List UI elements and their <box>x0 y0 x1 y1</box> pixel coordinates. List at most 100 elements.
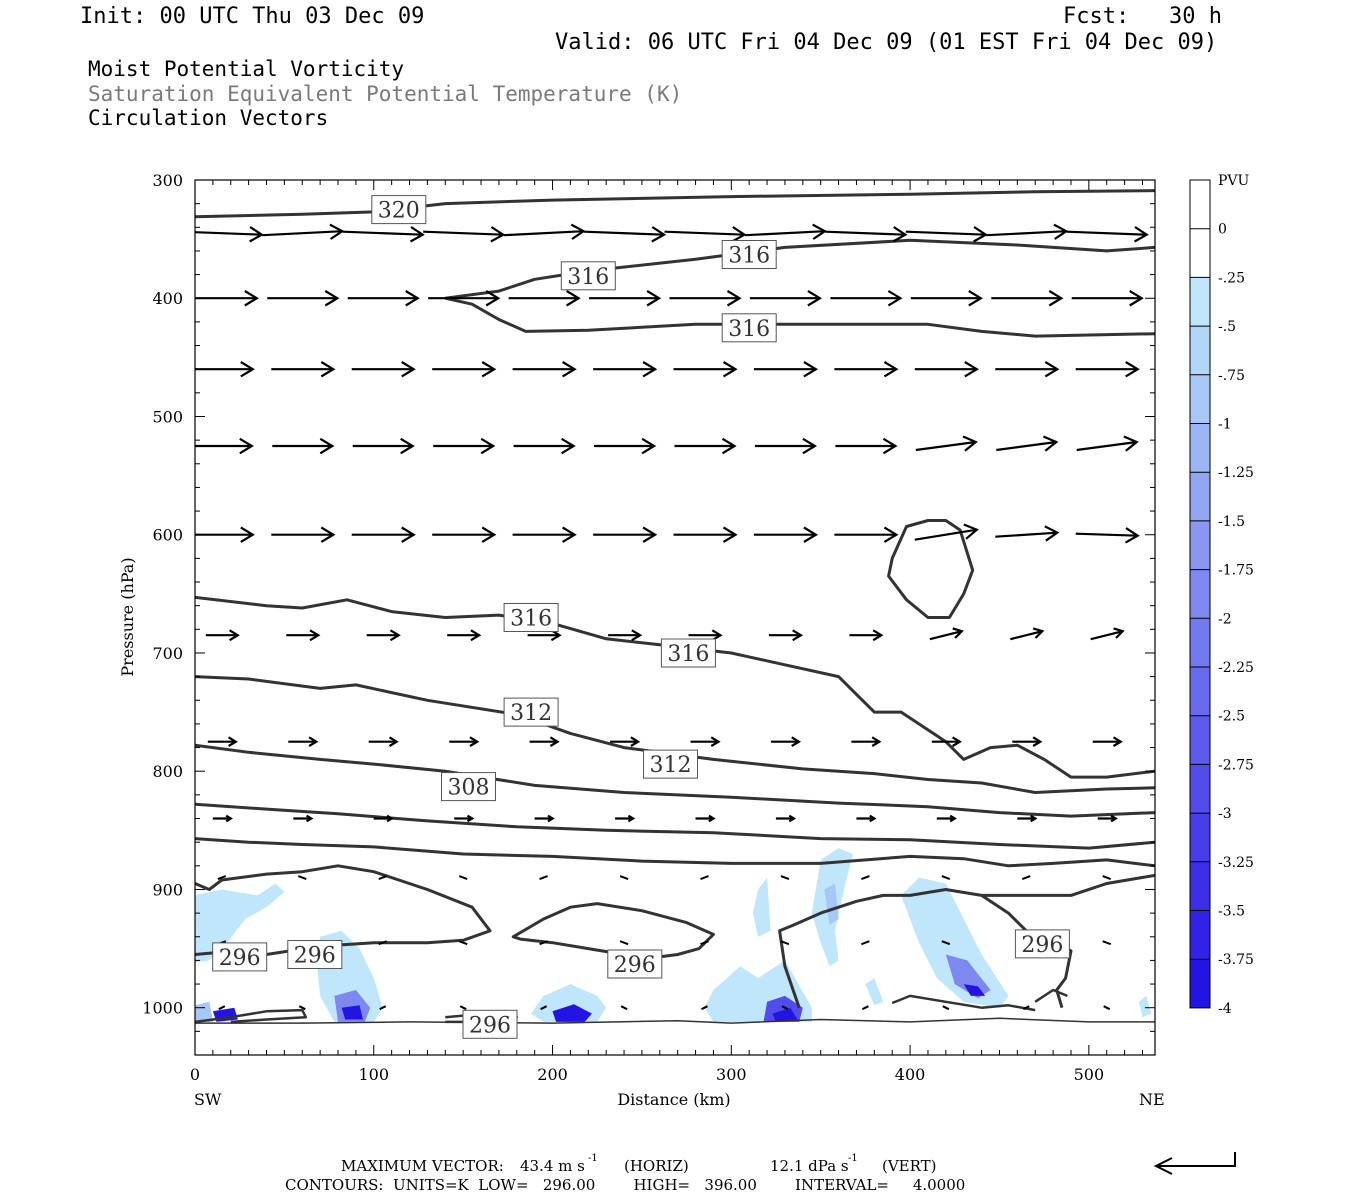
pv-blob <box>945 954 991 999</box>
vector-arrow <box>217 875 227 881</box>
vector-head <box>469 736 480 747</box>
vector-arrow <box>513 437 576 455</box>
vector-head <box>566 290 581 307</box>
vector-head <box>547 814 555 823</box>
contour-label-text: 316 <box>510 607 552 632</box>
vector-head <box>1123 435 1139 452</box>
vector-arrow <box>593 361 658 378</box>
vector-head <box>470 629 482 642</box>
vector-arrow <box>861 1005 869 1011</box>
field-title-vectors: Circulation Vectors <box>88 106 329 130</box>
vector-shaft <box>781 1005 789 1011</box>
vector-head <box>570 223 586 240</box>
pv-blob <box>824 883 839 925</box>
x-axis-title: Distance (km) <box>617 1090 730 1109</box>
contour-label-box <box>503 603 559 632</box>
contour-316-upper <box>445 238 1155 300</box>
vector-arrow <box>929 627 964 641</box>
vector-shaft <box>861 875 870 881</box>
colorbar-label: 0 <box>1218 222 1227 238</box>
vector-head <box>561 437 576 455</box>
vector-head <box>1044 525 1060 542</box>
contour-label-box <box>721 240 777 269</box>
vector-shaft <box>700 875 709 881</box>
vector-arrow <box>610 736 641 747</box>
vector-arrow <box>508 290 581 307</box>
colorbar-frame <box>1189 179 1211 1009</box>
vector-head <box>240 526 255 543</box>
vector-arrow <box>503 223 586 240</box>
vector-head <box>731 226 747 243</box>
vector-shaft <box>861 1005 869 1011</box>
vector-arrow <box>347 290 420 307</box>
contour-label: 296 <box>1014 929 1070 959</box>
x-tick-label: 300 <box>716 1065 747 1084</box>
vector-arrow <box>288 736 319 747</box>
vector-arrow <box>695 814 716 823</box>
contour-label-text: 316 <box>728 244 770 269</box>
vector-arrow <box>379 1005 387 1011</box>
vector-head <box>1042 435 1059 452</box>
vector-arrow <box>749 290 823 307</box>
vector-arrow <box>366 629 401 642</box>
vector-head <box>642 361 658 378</box>
vector-shaft <box>1021 875 1031 881</box>
forecast-hour-label: Fcst: 30 h <box>1063 4 1222 29</box>
vector-arrow <box>781 1005 789 1011</box>
contour-316-low <box>195 595 1155 779</box>
colorbar-swatch <box>1190 326 1210 375</box>
contour-label-text: 316 <box>667 642 709 667</box>
vector-head <box>721 437 737 455</box>
vector-head <box>952 627 964 639</box>
colorbar-label: -.75 <box>1218 368 1245 384</box>
vector-shaft <box>539 940 548 946</box>
contour-316-mid <box>444 296 1155 338</box>
vector-shaft <box>342 230 423 236</box>
vector-head <box>871 736 882 747</box>
vector-arrow <box>195 226 264 243</box>
vector-arrow <box>351 526 416 543</box>
contour-296-closed <box>511 902 715 960</box>
pv-blob <box>772 1007 798 1022</box>
vector-arrow <box>378 875 388 881</box>
vector-head <box>962 435 978 452</box>
contour-label: 320 <box>371 195 427 225</box>
contour-label: 316 <box>503 603 559 632</box>
colorbar-swatch <box>1190 228 1210 278</box>
pv-blob <box>752 877 771 937</box>
max-vector-horiz-tag: (HORIZ) <box>624 1157 689 1175</box>
vector-arrow <box>619 875 629 881</box>
y-tick-label: 800 <box>152 762 183 781</box>
y-tick-label: 400 <box>152 289 183 308</box>
vector-shaft <box>262 230 343 237</box>
colorbar-label: -2 <box>1218 611 1232 627</box>
vector-arrow <box>700 940 709 946</box>
vector-arrow <box>271 526 336 543</box>
contour-label-box <box>287 940 343 969</box>
x-tick-label: 500 <box>1074 1065 1105 1084</box>
vector-shaft <box>458 875 468 881</box>
vector-shaft <box>1066 230 1147 236</box>
vector-head <box>1129 290 1144 307</box>
vector-arrow <box>458 875 468 881</box>
vector-arrow <box>432 361 497 378</box>
vector-shaft <box>1010 630 1043 641</box>
vector-arrow <box>368 736 399 747</box>
colorbar-swatch <box>1190 520 1210 570</box>
max-vector-vert-tag: (VERT) <box>882 1157 937 1175</box>
vector-arrow <box>293 814 314 823</box>
vector-shaft <box>1075 532 1138 537</box>
vector-head <box>244 290 259 307</box>
vector-arrow <box>373 814 394 823</box>
vector-shaft <box>929 630 963 641</box>
contour-304 <box>195 802 1155 850</box>
colorbar-label: -3.5 <box>1218 904 1245 920</box>
vector-arrow <box>529 736 560 747</box>
vector-head <box>973 226 988 243</box>
contour-label-text: 316 <box>728 317 770 342</box>
vector-arrow <box>744 223 828 240</box>
vector-arrow <box>195 361 255 378</box>
vector-shaft <box>664 230 745 236</box>
colorbar-label: -3.25 <box>1218 855 1254 871</box>
vector-arrow <box>432 526 497 543</box>
